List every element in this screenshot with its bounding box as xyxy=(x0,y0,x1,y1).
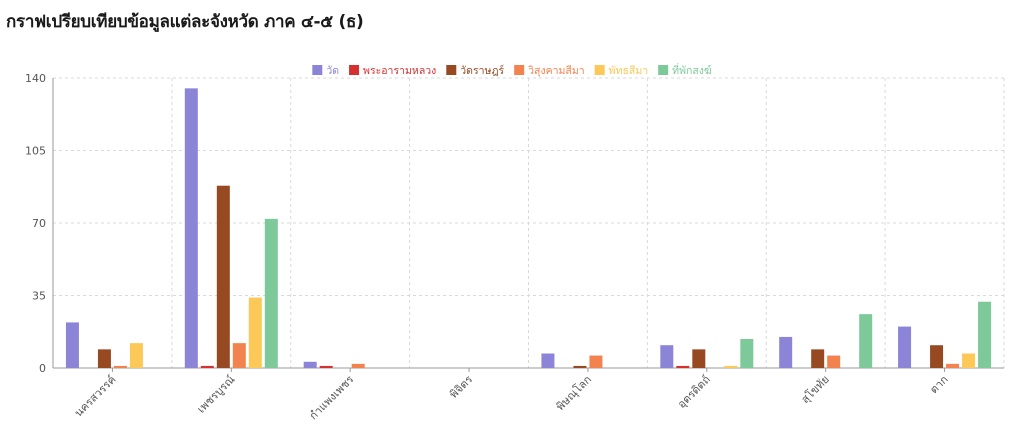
bar xyxy=(65,322,79,368)
chart-tick-labels: 0 35 70 105 140 นครสวรรค์ เพชรบูรณ์ กำแพงเพชร พิ… xyxy=(25,72,951,422)
bar xyxy=(589,355,603,368)
legend-swatch xyxy=(514,65,525,75)
bar xyxy=(573,365,587,368)
bar xyxy=(248,297,262,368)
legend-item: วิสุงคามสีมา xyxy=(514,64,585,77)
legend-swatch xyxy=(349,65,360,75)
bar xyxy=(962,353,976,368)
page-title: กราฟเปรียบเทียบข้อมูลแต่ละจังหวัด ภาค ๔-… xyxy=(6,12,364,32)
bar xyxy=(351,363,365,368)
bar xyxy=(97,349,111,368)
bar xyxy=(740,339,754,368)
bar xyxy=(859,314,873,368)
x-tick-label: พิจิตร xyxy=(447,373,475,401)
bar xyxy=(660,345,674,368)
bar xyxy=(930,345,944,368)
x-tick-label: กำแพงเพชร xyxy=(307,373,357,423)
x-tick-label: อุตรดิตถ์ xyxy=(675,373,713,411)
legend-label: วิสุงคามสีมา xyxy=(528,64,585,77)
bar xyxy=(319,365,333,368)
legend-label: พัทธสีมา xyxy=(609,64,648,77)
x-tick-label: พิษณุโลก xyxy=(553,372,594,413)
legend-label: พระอารามหลวง xyxy=(363,65,436,77)
legend-item: พระอารามหลวง xyxy=(349,65,436,77)
chart-legend: วัด พระอารามหลวง วัดราษฎร์ วิสุงคามสีมา พัทธ… xyxy=(312,63,712,77)
legend-swatch xyxy=(658,65,669,75)
legend-item: ที่พักสงฆ์ xyxy=(658,63,712,77)
y-tick-label: 70 xyxy=(32,217,46,230)
legend-item: วัดราษฎร์ xyxy=(446,64,505,77)
x-tick-label: ตาก xyxy=(927,373,950,396)
chart-grid xyxy=(52,77,1005,368)
bar xyxy=(898,326,912,368)
x-tick-label: นครสวรรค์ xyxy=(72,373,119,420)
legend-label: ที่พักสงฆ์ xyxy=(672,63,712,77)
x-tick-label: สุโขทัย xyxy=(798,372,832,406)
bar xyxy=(264,218,278,368)
legend-item: วัด xyxy=(312,65,339,77)
x-tick-label: เพชรบูรณ์ xyxy=(195,373,238,416)
legend-swatch xyxy=(594,65,605,75)
bar xyxy=(303,361,317,368)
legend-swatch xyxy=(446,65,457,75)
bar xyxy=(200,365,214,368)
bar xyxy=(811,349,825,368)
legend-item: พัทธสีมา xyxy=(594,64,648,77)
bar xyxy=(827,355,841,368)
bar xyxy=(113,365,127,368)
y-tick-label: 0 xyxy=(39,362,46,375)
legend-label: วัดราษฎร์ xyxy=(460,64,504,77)
y-tick-label: 35 xyxy=(32,290,46,303)
bar xyxy=(129,343,143,368)
bar xyxy=(978,301,992,368)
bar xyxy=(184,88,198,368)
y-tick-label: 140 xyxy=(25,72,46,85)
bar xyxy=(676,365,690,368)
bar xyxy=(946,363,960,368)
bar xyxy=(232,343,246,368)
bar xyxy=(216,185,230,368)
bar xyxy=(724,365,738,368)
legend-swatch xyxy=(312,65,323,75)
bar xyxy=(779,336,793,368)
legend-label: วัด xyxy=(326,65,339,77)
bar xyxy=(541,353,555,368)
bar xyxy=(692,349,706,368)
y-tick-label: 105 xyxy=(25,145,46,158)
chart-bars xyxy=(65,88,992,368)
